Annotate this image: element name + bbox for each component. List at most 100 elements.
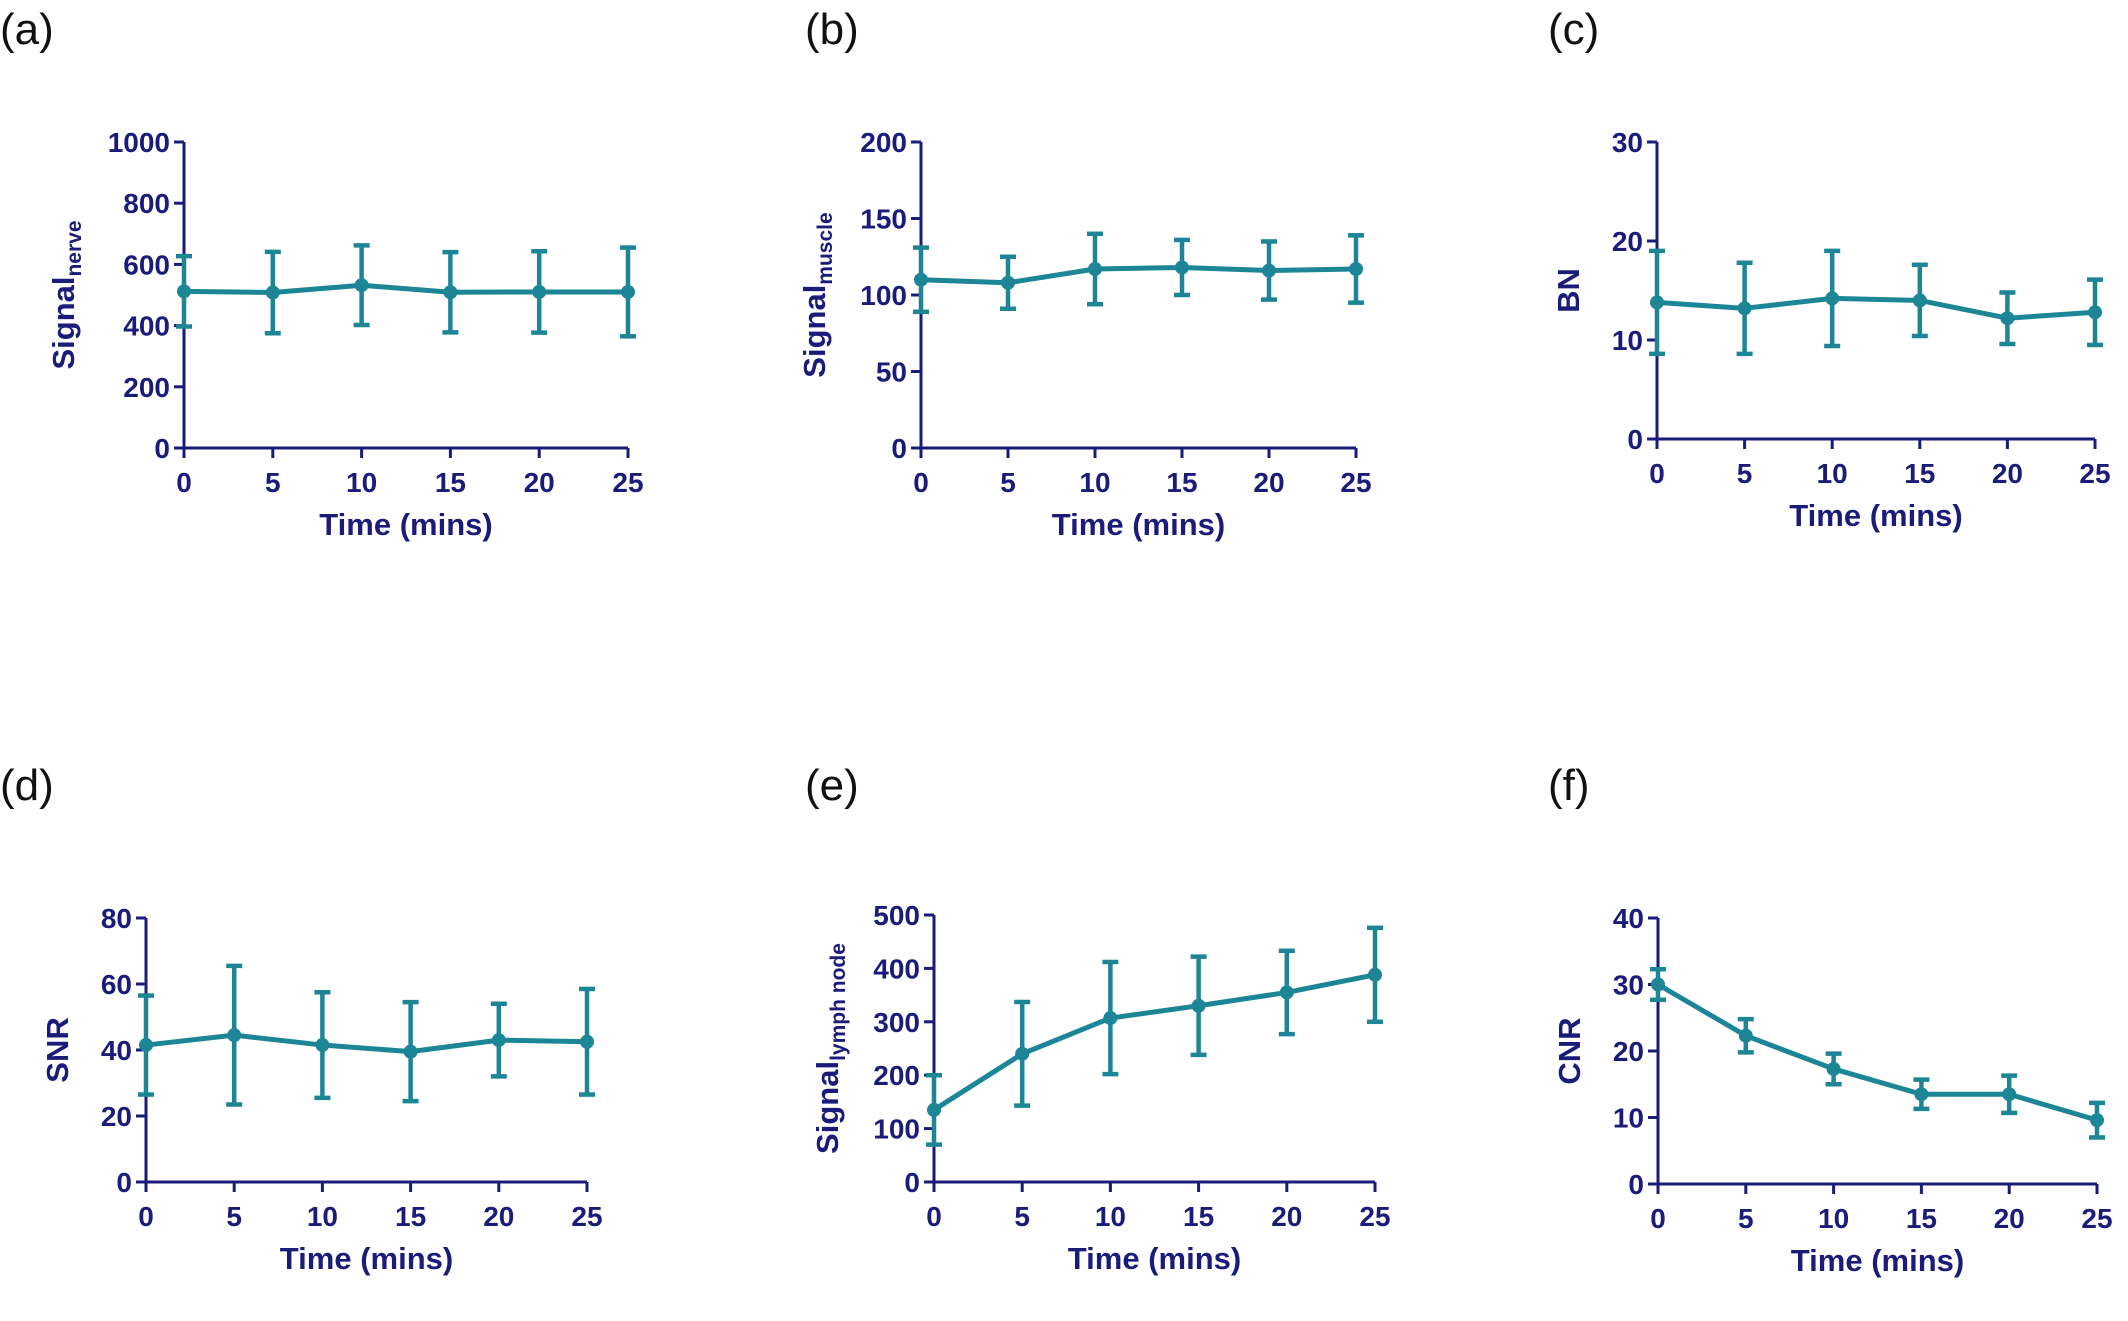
data-point (1001, 275, 1015, 290)
data-point (1737, 301, 1752, 316)
y-tick-label: 30 (1613, 970, 1644, 1001)
y-axis-title: Signalnerve (46, 220, 86, 369)
data-point (1826, 1061, 1841, 1076)
x-tick-label: 20 (524, 467, 555, 498)
data-point (2088, 305, 2102, 320)
series-line (1656, 982, 2098, 1123)
data-point (1015, 1046, 1030, 1061)
y-axis-title: Signallymph node (810, 943, 850, 1154)
y-tick-label: 60 (101, 969, 132, 1000)
y-tick-label: 0 (154, 433, 170, 464)
panel-letter: (c) (1548, 5, 1599, 54)
chart-panel: (a) 0 200 400 600 800 1000 0 5 10 15 20 25 Time (mins… (0, 5, 644, 542)
x-tick-label: 20 (1253, 467, 1284, 498)
data-point (2000, 311, 2015, 326)
y-axis-title: SNR (40, 1017, 75, 1082)
x-axis-title: Time (mins) (280, 1241, 453, 1276)
data-point (1279, 985, 1294, 1000)
x-tick-label: 0 (138, 1201, 154, 1232)
y-tick-label: 400 (123, 311, 170, 342)
x-tick-label: 15 (1183, 1201, 1214, 1232)
y-tick-label: 0 (904, 1167, 920, 1198)
y-tick-label: 20 (1612, 226, 1643, 257)
x-tick-label: 25 (571, 1201, 602, 1232)
y-tick-label: 30 (1612, 127, 1643, 158)
x-tick-label: 0 (176, 467, 192, 498)
y-tick-label: 40 (101, 1035, 132, 1066)
y-tick-label: 10 (1612, 325, 1643, 356)
x-tick-label: 15 (1904, 458, 1935, 489)
x-tick-label: 20 (483, 1201, 514, 1232)
x-tick-label: 10 (346, 467, 377, 498)
series-line (1656, 295, 2096, 321)
x-tick-label: 5 (1014, 1201, 1030, 1232)
series-line (932, 972, 1376, 1113)
y-tick-label: 1000 (108, 127, 170, 158)
y-tick-label: 150 (860, 204, 907, 235)
y-tick-label: 200 (860, 127, 907, 158)
x-axis-title: Time (mins) (1789, 498, 1962, 533)
x-tick-label: 20 (1271, 1201, 1302, 1232)
y-axis-title: CNR (1552, 1017, 1587, 1084)
x-tick-label: 0 (1649, 458, 1665, 489)
data-point (1651, 977, 1665, 992)
y-tick-label: 0 (891, 433, 907, 464)
x-tick-label: 25 (2081, 1203, 2112, 1234)
y-tick-label: 50 (876, 357, 907, 388)
y-tick-label: 100 (860, 280, 907, 311)
x-axis-title: Time (mins) (1068, 1241, 1241, 1276)
data-point (1738, 1028, 1753, 1043)
y-tick-label: 800 (123, 188, 170, 219)
x-tick-label: 15 (1906, 1203, 1937, 1234)
panel-letter: (e) (805, 761, 859, 810)
y-tick-label: 500 (873, 900, 920, 931)
y-tick-label: 0 (1628, 1169, 1644, 1200)
data-point (227, 1028, 242, 1043)
x-axis-title: Time (mins) (1791, 1243, 1964, 1278)
x-tick-label: 5 (226, 1201, 242, 1232)
data-point (265, 285, 280, 300)
x-tick-label: 5 (265, 467, 281, 498)
x-tick-label: 10 (1818, 1203, 1849, 1234)
data-point (1368, 967, 1382, 982)
x-tick-label: 20 (1992, 458, 2023, 489)
y-tick-label: 0 (116, 1167, 132, 1198)
panel-letter: (f) (1548, 761, 1590, 810)
panel-letter: (a) (0, 5, 54, 54)
x-tick-label: 10 (1817, 458, 1848, 489)
y-tick-label: 20 (101, 1101, 132, 1132)
x-tick-label: 10 (307, 1201, 338, 1232)
x-tick-label: 5 (1000, 467, 1016, 498)
y-tick-label: 300 (873, 1007, 920, 1038)
chart-panel: (b) 0 50 100 150 200 0 5 10 15 20 25 Time (mins) Sign… (797, 5, 1372, 542)
chart-panel: (c) 0 10 20 30 0 5 10 15 20 25 Time (mins) BN (1548, 5, 2111, 533)
x-tick-label: 25 (2079, 458, 2110, 489)
x-tick-label: 10 (1079, 467, 1110, 498)
data-point (177, 284, 191, 299)
series-line (145, 1032, 588, 1055)
data-point (2002, 1087, 2017, 1102)
y-tick-label: 100 (873, 1114, 920, 1145)
data-point (1349, 261, 1363, 276)
x-tick-label: 15 (435, 467, 466, 498)
data-point (1912, 293, 1927, 308)
data-point (1088, 261, 1102, 276)
data-point (139, 1038, 153, 1053)
chart-panel: (f) 0 10 20 30 40 0 5 10 15 20 25 Time (mins) CNR (1548, 761, 2113, 1278)
chart-panel: (e) 0 100 200 300 400 500 0 5 10 15 20 25 Time (mins)… (805, 761, 1391, 1276)
y-axis-title: BN (1551, 268, 1586, 313)
y-tick-label: 200 (873, 1060, 920, 1091)
x-tick-label: 25 (612, 467, 643, 498)
y-tick-label: 0 (1627, 424, 1643, 455)
y-tick-label: 80 (101, 903, 132, 934)
y-tick-label: 200 (123, 372, 170, 403)
x-tick-label: 0 (1650, 1203, 1666, 1234)
data-point (1825, 291, 1840, 306)
y-tick-label: 400 (873, 953, 920, 984)
x-tick-label: 5 (1737, 458, 1753, 489)
x-tick-label: 15 (395, 1201, 426, 1232)
data-point (1914, 1087, 1929, 1102)
data-point (403, 1044, 418, 1059)
data-point (2090, 1113, 2104, 1128)
